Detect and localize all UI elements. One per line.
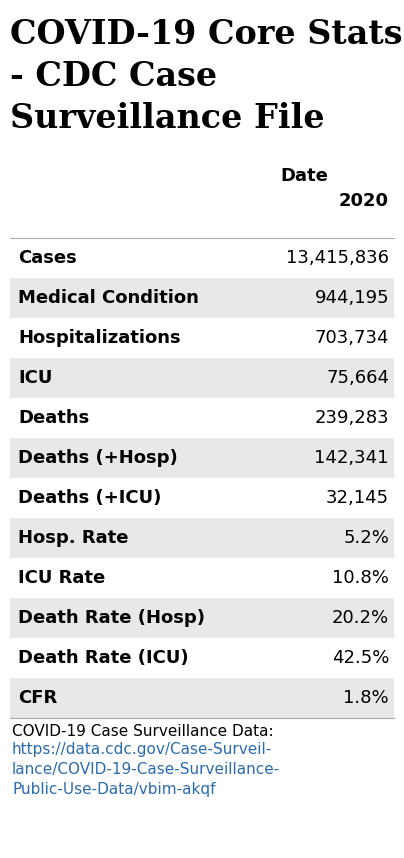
Bar — [10, 358, 394, 398]
Text: COVID-19 Core Stats: COVID-19 Core Stats — [10, 18, 402, 51]
Text: Death Rate (Hosp): Death Rate (Hosp) — [18, 609, 205, 627]
Text: Death Rate (ICU): Death Rate (ICU) — [18, 649, 189, 667]
Bar — [10, 598, 394, 638]
Text: 32,145: 32,145 — [326, 489, 389, 507]
Text: 2020: 2020 — [339, 192, 389, 210]
Bar — [10, 518, 394, 558]
Text: Hospitalizations: Hospitalizations — [18, 329, 181, 347]
Text: 75,664: 75,664 — [326, 369, 389, 387]
Text: Medical Condition: Medical Condition — [18, 289, 199, 307]
Text: 703,734: 703,734 — [314, 329, 389, 347]
Text: 1.8%: 1.8% — [343, 689, 389, 707]
Text: ICU: ICU — [18, 369, 53, 387]
Text: https://data.cdc.gov/Case-Surveil-
lance/COVID-19-Case-Surveillance-
Public-Use-: https://data.cdc.gov/Case-Surveil- lance… — [12, 742, 280, 796]
Text: Deaths: Deaths — [18, 409, 89, 427]
Text: 10.8%: 10.8% — [332, 569, 389, 587]
Text: Deaths (+Hosp): Deaths (+Hosp) — [18, 449, 178, 467]
Text: CFR: CFR — [18, 689, 57, 707]
Text: 5.2%: 5.2% — [343, 529, 389, 547]
Text: 13,415,836: 13,415,836 — [286, 249, 389, 267]
Text: Surveillance File: Surveillance File — [10, 101, 325, 135]
Bar — [10, 678, 394, 718]
Bar — [10, 438, 394, 478]
Text: 944,195: 944,195 — [314, 289, 389, 307]
Text: 142,341: 142,341 — [314, 449, 389, 467]
Text: ICU Rate: ICU Rate — [18, 569, 105, 587]
Text: COVID-19 Case Surveillance Data:: COVID-19 Case Surveillance Data: — [12, 724, 274, 739]
Text: Date: Date — [280, 167, 328, 185]
Text: Hosp. Rate: Hosp. Rate — [18, 529, 128, 547]
Text: 20.2%: 20.2% — [332, 609, 389, 627]
Text: - CDC Case: - CDC Case — [10, 59, 217, 93]
Bar — [10, 278, 394, 318]
Text: Cases: Cases — [18, 249, 77, 267]
Text: 42.5%: 42.5% — [332, 649, 389, 667]
Text: Deaths (+ICU): Deaths (+ICU) — [18, 489, 161, 507]
Text: 239,283: 239,283 — [314, 409, 389, 427]
